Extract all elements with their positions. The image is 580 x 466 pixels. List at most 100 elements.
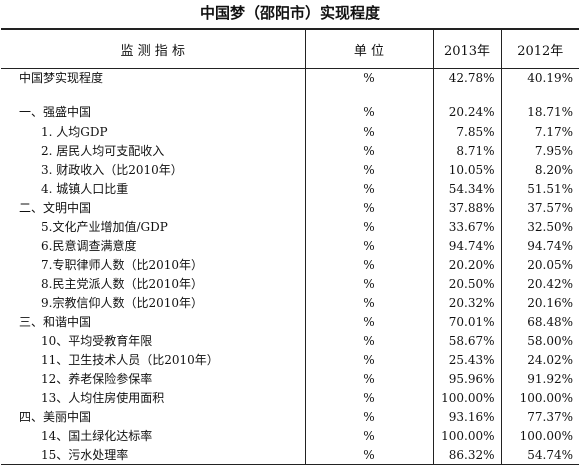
unit-cell: % bbox=[304, 407, 433, 426]
indicator-cell: 3. 财政收入（比2010年） bbox=[41, 162, 183, 177]
header-cell: 监 测 指 标 bbox=[1, 28, 305, 69]
value-cell: 95.96% bbox=[432, 369, 501, 388]
value-cell: 51.51% bbox=[500, 179, 579, 198]
value-cell: 18.71% bbox=[500, 87, 579, 122]
header-cell: 2013年 bbox=[432, 28, 501, 69]
indicator-cell: 11、卫生技术人员（比2010年） bbox=[41, 352, 219, 367]
indicator-cell: 中国梦实现程度 bbox=[19, 71, 104, 85]
indicator-cell: 二、文明中国 bbox=[19, 200, 92, 215]
value-cell: 20.24% bbox=[432, 87, 501, 122]
value-cell: 7.95% bbox=[500, 141, 579, 160]
value-cell: 20.05% bbox=[500, 255, 579, 274]
indicator-cell: 9.宗教信仰人数（比2010年） bbox=[41, 295, 203, 310]
unit-cell: % bbox=[304, 236, 433, 255]
value-cell: 77.37% bbox=[500, 407, 579, 426]
table-row: 11、卫生技术人员（比2010年）% 25.43% 24.02% bbox=[1, 350, 579, 369]
table-row: 13、人均住房使用面积% 100.00% 100.00% bbox=[1, 388, 579, 407]
unit-cell: % bbox=[304, 217, 433, 236]
value-cell: 100.00% bbox=[432, 388, 501, 407]
value-cell: 37.57% bbox=[500, 198, 579, 217]
unit-cell: % bbox=[304, 274, 433, 293]
value-cell: 40.19% bbox=[500, 68, 579, 87]
table-row: 2. 居民人均可支配收入% 8.71% 7.95% bbox=[1, 141, 579, 160]
table-row: 3. 财政收入（比2010年）% 10.05% 8.20% bbox=[1, 160, 579, 179]
value-cell: 37.88% bbox=[432, 198, 501, 217]
value-cell: 94.74% bbox=[500, 236, 579, 255]
table-row: 二、文明中国% 37.88% 37.57% bbox=[1, 198, 579, 217]
value-cell: 32.50% bbox=[500, 217, 579, 236]
unit-cell: % bbox=[304, 388, 433, 407]
value-cell: 54.34% bbox=[432, 179, 501, 198]
table: 监 测 指 标单 位 2013年 2012年 中国梦实现程度% 42.78% 40.19… bbox=[1, 28, 579, 465]
header-cell: 单 位 bbox=[304, 28, 433, 69]
table-row: 一、强盛中国% 20.24% 18.71% bbox=[1, 87, 579, 122]
unit-cell: % bbox=[304, 87, 433, 122]
unit-cell: % bbox=[304, 179, 433, 198]
unit-cell: % bbox=[304, 68, 433, 87]
value-cell: 58.67% bbox=[432, 331, 501, 350]
value-cell: 93.16% bbox=[432, 407, 501, 426]
indicator-cell: 8.民主党派人数（比2010年） bbox=[41, 276, 203, 291]
unit-cell: % bbox=[304, 426, 433, 445]
table-row: 四、美丽中国% 93.16% 77.37% bbox=[1, 407, 579, 426]
value-cell: 68.48% bbox=[500, 312, 579, 331]
table-row: 5.文化产业增加值/GDP% 33.67% 32.50% bbox=[1, 217, 579, 236]
value-cell: 54.74% bbox=[500, 445, 579, 465]
value-cell: 94.74% bbox=[432, 236, 501, 255]
unit-cell: % bbox=[304, 369, 433, 388]
table-body: 中国梦实现程度% 42.78% 40.19% 一、强盛中国% 20.24% 18.71% 1… bbox=[1, 68, 579, 465]
value-cell: 91.92% bbox=[500, 369, 579, 388]
table-row: 12、养老保险参保率% 95.96% 91.92% bbox=[1, 369, 579, 388]
indicator-cell: 7.专职律师人数（比2010年） bbox=[41, 257, 203, 272]
value-cell: 10.05% bbox=[432, 160, 501, 179]
indicator-cell: 三、和谐中国 bbox=[19, 314, 92, 329]
value-cell: 25.43% bbox=[432, 350, 501, 369]
value-cell: 58.00% bbox=[500, 331, 579, 350]
value-cell: 33.67% bbox=[432, 217, 501, 236]
value-cell: 20.50% bbox=[432, 274, 501, 293]
value-cell: 8.20% bbox=[500, 160, 579, 179]
header-row: 监 测 指 标单 位 2013年 2012年 bbox=[1, 28, 579, 69]
indicator-cell: 2. 居民人均可支配收入 bbox=[41, 143, 165, 158]
value-cell: 42.78% bbox=[432, 68, 501, 87]
table-row: 三、和谐中国% 70.01% 68.48% bbox=[1, 312, 579, 331]
value-cell: 7.17% bbox=[500, 122, 579, 141]
table-row: 中国梦实现程度% 42.78% 40.19% bbox=[1, 68, 579, 87]
indicator-cell: 4. 城镇人口比重 bbox=[41, 181, 129, 196]
unit-cell: % bbox=[304, 445, 433, 465]
indicator-cell: 一、强盛中国 bbox=[19, 105, 92, 119]
value-cell: 20.20% bbox=[432, 255, 501, 274]
indicator-cell: 10、平均受教育年限 bbox=[41, 333, 153, 348]
header-cell: 2012年 bbox=[500, 28, 579, 69]
table-row: 14、国土绿化达标率% 100.00% 100.00% bbox=[1, 426, 579, 445]
value-cell: 20.42% bbox=[500, 274, 579, 293]
unit-cell: % bbox=[304, 331, 433, 350]
indicator-cell: 6.民意调查满意度 bbox=[41, 238, 137, 253]
unit-cell: % bbox=[304, 198, 433, 217]
unit-cell: % bbox=[304, 312, 433, 331]
value-cell: 7.85% bbox=[432, 122, 501, 141]
table-row: 7.专职律师人数（比2010年）% 20.20% 20.05% bbox=[1, 255, 579, 274]
unit-cell: % bbox=[304, 350, 433, 369]
table-row: 9.宗教信仰人数（比2010年）% 20.32% 20.16% bbox=[1, 293, 579, 312]
unit-cell: % bbox=[304, 141, 433, 160]
indicator-cell: 13、人均住房使用面积 bbox=[41, 390, 165, 405]
indicator-cell: 14、国土绿化达标率 bbox=[41, 428, 153, 443]
indicator-cell: 15、污水处理率 bbox=[1, 445, 305, 465]
unit-cell: % bbox=[304, 293, 433, 312]
table-row: 4. 城镇人口比重% 54.34% 51.51% bbox=[1, 179, 579, 198]
unit-cell: % bbox=[304, 160, 433, 179]
value-cell: 100.00% bbox=[500, 388, 579, 407]
indicator-cell: 12、养老保险参保率 bbox=[41, 371, 153, 386]
value-cell: 100.00% bbox=[432, 426, 501, 445]
table-row: 10、平均受教育年限% 58.67% 58.00% bbox=[1, 331, 579, 350]
indicator-cell: 1. 人均GDP bbox=[41, 124, 108, 139]
value-cell: 8.71% bbox=[432, 141, 501, 160]
value-cell: 100.00% bbox=[500, 426, 579, 445]
table-row: 6.民意调查满意度% 94.74% 94.74% bbox=[1, 236, 579, 255]
value-cell: 86.32% bbox=[432, 445, 501, 465]
table-row: 8.民主党派人数（比2010年）% 20.50% 20.42% bbox=[1, 274, 579, 293]
value-cell: 20.16% bbox=[500, 293, 579, 312]
table-row: 15、污水处理率% 86.32% 54.74% bbox=[1, 445, 579, 465]
